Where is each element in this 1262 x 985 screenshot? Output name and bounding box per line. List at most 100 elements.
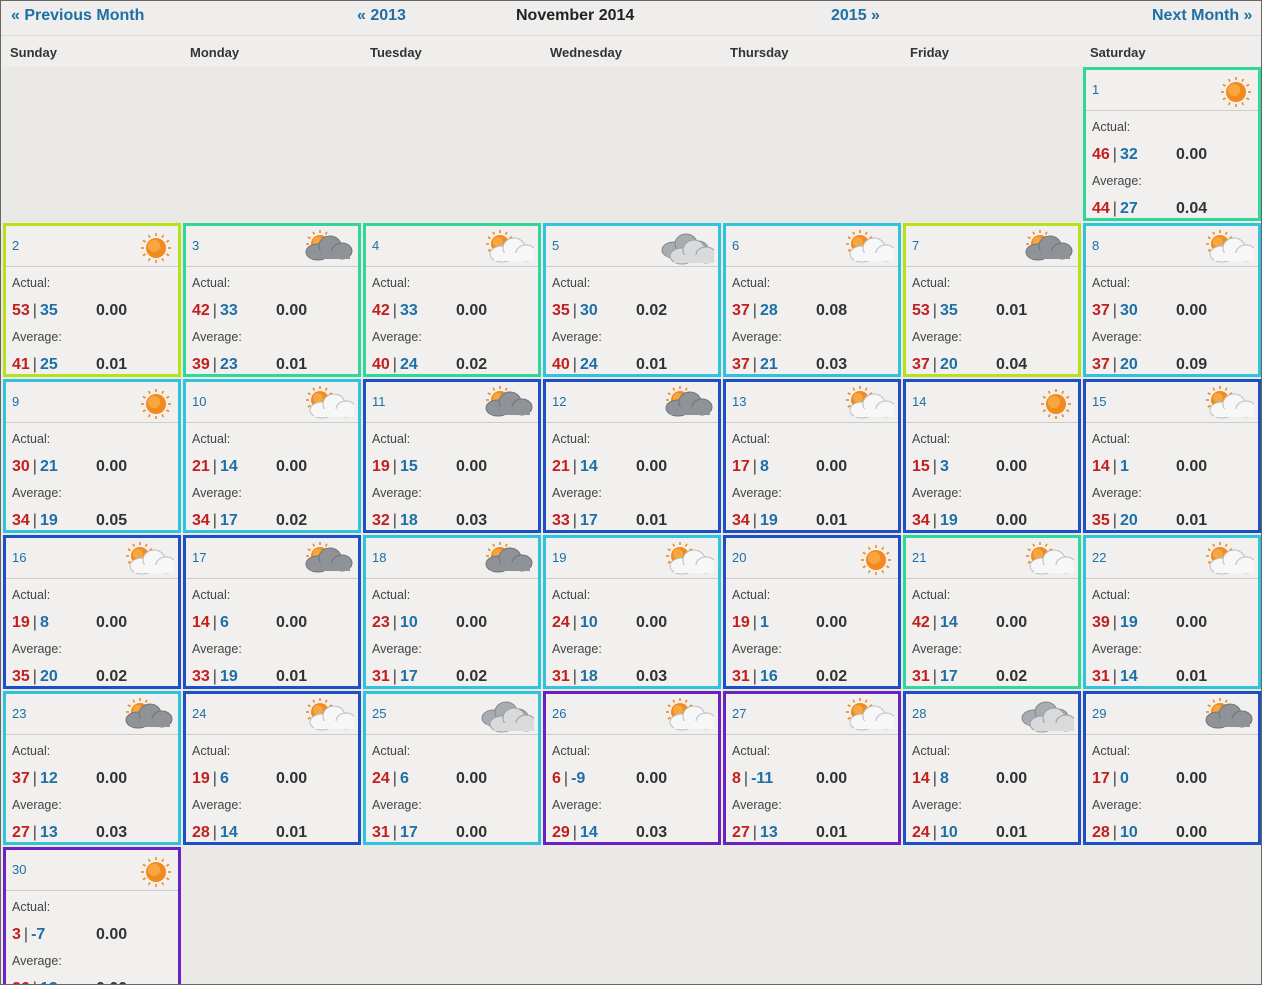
sun-cloud-weather-icon (1025, 230, 1073, 261)
actual-label: Actual: (912, 276, 951, 290)
day-divider (906, 422, 1078, 423)
actual-low-temp: -9 (571, 770, 586, 787)
actual-precipitation: 0.00 (276, 458, 308, 475)
average-temps: 31 | 18 (552, 668, 598, 685)
day-number: 3 (192, 238, 200, 253)
calendar-day-cell[interactable]: 16 Actual: 19 | 8 0.00 Average: 35 | 20 0.02 (3, 535, 181, 689)
sun-light-cloud-weather-icon (1206, 386, 1254, 419)
calendar-day-cell[interactable]: 19 Actual: 24 | 10 0.00 Average: 31 | 18 0.0… (543, 535, 721, 689)
average-label: Average: (552, 642, 602, 656)
average-precipitation: 0.02 (456, 668, 488, 685)
average-low-temp: 23 (219, 356, 238, 373)
sun-cloud-weather-icon (305, 542, 353, 573)
calendar-day-cell[interactable]: 11 Actual: 19 | 15 0.00 Average: 32 | 18 0.0… (363, 379, 541, 533)
day-divider (186, 422, 358, 423)
actual-label: Actual: (192, 432, 231, 446)
weekday-header: Sunday Monday Tuesday Wednesday Thursday… (1, 35, 1261, 67)
calendar-day-cell[interactable]: 29 Actual: 17 | 0 0.00 Average: 28 | 10 0.00 (1083, 691, 1261, 845)
average-high-temp: 32 (372, 512, 390, 529)
actual-high-temp: 19 (192, 770, 210, 787)
calendar-day-cell[interactable]: 20 Actual: 19 | 1 0.00 Average: 31 | 16 0.02 (723, 535, 901, 689)
average-temps: 27 | 13 (732, 824, 778, 841)
weekday-sunday: Sunday (10, 45, 57, 60)
actual-precipitation: 0.00 (456, 458, 488, 475)
calendar-day-cell[interactable]: 21 Actual: 42 | 14 0.00 Average: 31 | 17 0.0… (903, 535, 1081, 689)
average-label: Average: (1092, 174, 1142, 188)
average-precipitation: 0.05 (96, 512, 128, 529)
calendar-day-cell[interactable]: 30 Actual: 3|-7 0.00 Average: 26|13 0.00 (3, 847, 181, 984)
day-number: 29 (1092, 706, 1107, 721)
average-low-temp: 13 (39, 824, 58, 841)
actual-precipitation: 0.00 (1176, 614, 1208, 631)
calendar-day-cell[interactable]: 25 Actual: 24 | 6 0.00 Average: 31 | 17 0.00 (363, 691, 541, 845)
calendar-day-cell[interactable]: 2 Actual: 53 | 35 0.00 Average: 41 | 25 0.01 (3, 223, 181, 377)
calendar-day-cell[interactable]: 22 Actual: 39 | 19 0.00 Average: 31 | 14 0.0… (1083, 535, 1261, 689)
average-low-temp: 21 (759, 356, 778, 373)
average-label: Average: (12, 642, 62, 656)
previous-year-link[interactable]: « 2013 (357, 7, 406, 24)
day-divider (1086, 266, 1258, 267)
actual-low-temp: 14 (219, 458, 238, 475)
actual-precipitation: 0.00 (96, 458, 128, 475)
day-divider (726, 266, 898, 267)
calendar-day-cell[interactable]: 13 Actual: 17 | 8 0.00 Average: 34 | 19 0.01 (723, 379, 901, 533)
average-low-temp: 20 (1119, 356, 1138, 373)
average-temps: 31 | 14 (1092, 668, 1138, 685)
calendar-day-cell[interactable]: 5 Actual: 35 | 30 0.02 Average: 40 | 24 0.01 (543, 223, 721, 377)
average-low-temp: 16 (759, 668, 778, 685)
day-divider (726, 734, 898, 735)
actual-high-temp: 24 (552, 614, 570, 631)
actual-precipitation: 0.08 (816, 302, 848, 319)
average-low-temp: 18 (399, 512, 418, 529)
average-temps: 41 | 25 (12, 356, 58, 373)
day-number: 28 (912, 706, 927, 721)
calendar-day-cell[interactable]: 18 Actual: 23 | 10 0.00 Average: 31 | 17 0.0… (363, 535, 541, 689)
average-label: Average: (12, 954, 62, 968)
actual-temps: 53 | 35 (912, 302, 958, 319)
actual-label: Actual: (372, 432, 411, 446)
day-divider (1086, 422, 1258, 423)
actual-temps: 19 | 15 (372, 458, 418, 475)
calendar-day-cell[interactable]: 12 Actual: 21 | 14 0.00 Average: 33 | 17 0.0… (543, 379, 721, 533)
actual-label: Actual: (912, 432, 951, 446)
average-precipitation: 0.02 (96, 668, 128, 685)
actual-low-temp: 8 (759, 458, 769, 475)
average-label: Average: (912, 642, 962, 656)
cloud-weather-icon (661, 233, 714, 265)
actual-high-temp: 19 (372, 458, 390, 475)
calendar-day-cell[interactable]: 6 Actual: 37 | 28 0.08 Average: 37 | 21 0.03 (723, 223, 901, 377)
calendar-day-cell[interactable]: 9 Actual: 30 | 21 0.00 Average: 34 | 19 0.05 (3, 379, 181, 533)
calendar-day-cell[interactable]: 8 Actual: 37 | 30 0.00 Average: 37 | 20 0.09 (1083, 223, 1261, 377)
calendar-day-cell[interactable]: 15 Actual: 14 | 1 0.00 Average: 35 | 20 0.01 (1083, 379, 1261, 533)
next-month-link[interactable]: Next Month » (1152, 7, 1253, 24)
day-divider (1086, 110, 1258, 111)
average-precipitation: 0.03 (636, 824, 668, 841)
calendar-day-cell[interactable]: 26 Actual: 6 | -9 0.00 Average: 29 | 14 0.03 (543, 691, 721, 845)
average-high-temp: 40 (552, 356, 570, 373)
average-precipitation: 0.01 (816, 512, 848, 529)
calendar-day-cell[interactable]: 4 Actual: 42 | 33 0.00 Average: 40 | 24 0.02 (363, 223, 541, 377)
next-year-link[interactable]: 2015 » (831, 7, 880, 24)
day-number: 15 (1092, 394, 1107, 409)
calendar-day-cell[interactable]: 14 Actual: 15 | 3 0.00 Average: 34 | 19 0.00 (903, 379, 1081, 533)
calendar-day-cell[interactable]: 27 Actual: 8 | -11 0.00 Average: 27 | 13 0.0… (723, 691, 901, 845)
calendar-day-cell[interactable]: 23 Actual: 37 | 12 0.00 Average: 27 | 13 0.0… (3, 691, 181, 845)
calendar-day-cell[interactable]: 7 Actual: 53 | 35 0.01 Average: 37 | 20 0.04 (903, 223, 1081, 377)
actual-low-temp: 6 (399, 770, 409, 787)
actual-temps: 42 | 33 (192, 302, 238, 319)
actual-temps: 19 | 1 (732, 614, 769, 631)
calendar-day-cell[interactable]: 24 Actual: 19 | 6 0.00 Average: 28 | 14 0.01 (183, 691, 361, 845)
actual-high-temp: 3 (12, 926, 21, 943)
actual-high-temp: 30 (12, 458, 30, 475)
average-label: Average: (372, 798, 422, 812)
calendar-day-cell[interactable]: 3 Actual: 42 | 33 0.00 Average: 39 | 23 0.01 (183, 223, 361, 377)
calendar-day-cell[interactable]: 10 Actual: 21 | 14 0.00 Average: 34 | 17 0.0… (183, 379, 361, 533)
actual-label: Actual: (1092, 744, 1131, 758)
actual-temps: 42 | 14 (912, 614, 958, 631)
calendar-day-cell[interactable]: 1 Actual: 46 | 32 0.00 Average: 44 | 27 0.04 (1083, 67, 1261, 221)
calendar-day-cell[interactable]: 17 Actual: 14 | 6 0.00 Average: 33 | 19 0.01 (183, 535, 361, 689)
previous-month-link[interactable]: « Previous Month (11, 7, 145, 24)
actual-label: Actual: (12, 276, 51, 290)
calendar-day-cell[interactable]: 28 Actual: 14 | 8 0.00 Average: 24 | 10 0.01 (903, 691, 1081, 845)
day-divider (546, 578, 718, 579)
